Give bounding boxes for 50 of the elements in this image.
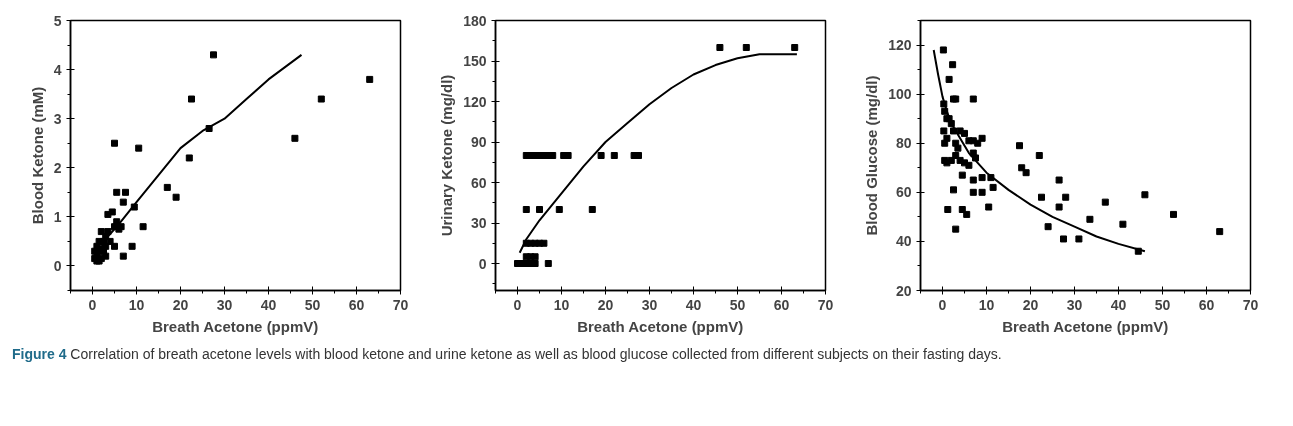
y-tick-label: 0 [478,255,487,272]
x-tick-label: 40 [1110,296,1127,313]
x-axis-title: Breath Acetone (ppmV) [577,317,744,335]
y-tick-label: 80 [895,135,912,152]
x-tick-label: 40 [260,296,277,313]
x-tick-label: 30 [641,296,658,313]
x-tick-label: 20 [597,296,614,313]
x-tick-label: 0 [88,296,97,313]
x-tick-label: 30 [1066,296,1083,313]
y-tick-label: 5 [53,12,62,29]
x-axis-title: Breath Acetone (ppmV) [152,317,319,335]
x-axis-title: Breath Acetone (ppmV) [1002,317,1169,335]
y-axis-title: Blood Glucose (mg/dl) [863,75,881,236]
x-tick-label: 50 [729,296,746,313]
y-axis-title: Urinary Ketone (mg/dl) [438,74,456,237]
x-tick-label: 40 [685,296,702,313]
x-tick-label: 70 [392,296,409,313]
y-tick-label: 2 [53,159,62,176]
y-tick-label: 90 [470,134,487,150]
x-tick-label: 50 [1154,296,1171,313]
x-tick-label: 20 [1022,296,1039,313]
y-tick-label: 4 [53,61,62,78]
caption: Figure 4 Correlation of breath acetone levels with blood ketone and urine ketone as well as blood glucose collected from different subjects on their fasting days. [12,345,1002,364]
y-tick-label: 40 [895,233,912,250]
y-axis-title: Blood Ketone (mM) [28,86,46,225]
x-tick-label: 60 [1198,296,1215,313]
y-tick-label: 1 [53,208,62,225]
y-tick-label: 120 [888,37,912,54]
x-tick-label: 0 [938,296,947,313]
y-tick-label: 120 [463,93,487,110]
x-tick-label: 10 [128,296,145,313]
x-tick-label: 0 [513,296,522,313]
x-tick-label: 10 [978,296,995,313]
x-tick-label: 20 [172,296,189,313]
x-tick-label: 60 [773,296,790,313]
x-tick-label: 50 [304,296,321,313]
y-tick-label: 150 [463,53,487,69]
y-tick-label: 0 [53,257,62,274]
y-tick-label: 60 [470,174,487,191]
y-tick-label: 100 [888,86,912,103]
y-tick-label: 180 [463,12,487,29]
x-tick-label: 30 [216,296,233,313]
y-tick-label: 20 [895,282,912,299]
y-tick-label: 3 [53,110,62,127]
x-tick-label: 70 [1242,296,1259,313]
x-tick-label: 60 [348,296,365,313]
y-tick-label: 30 [470,215,487,231]
x-tick-label: 10 [553,296,570,313]
y-tick-label: 60 [895,184,912,201]
x-tick-label: 70 [817,296,834,313]
